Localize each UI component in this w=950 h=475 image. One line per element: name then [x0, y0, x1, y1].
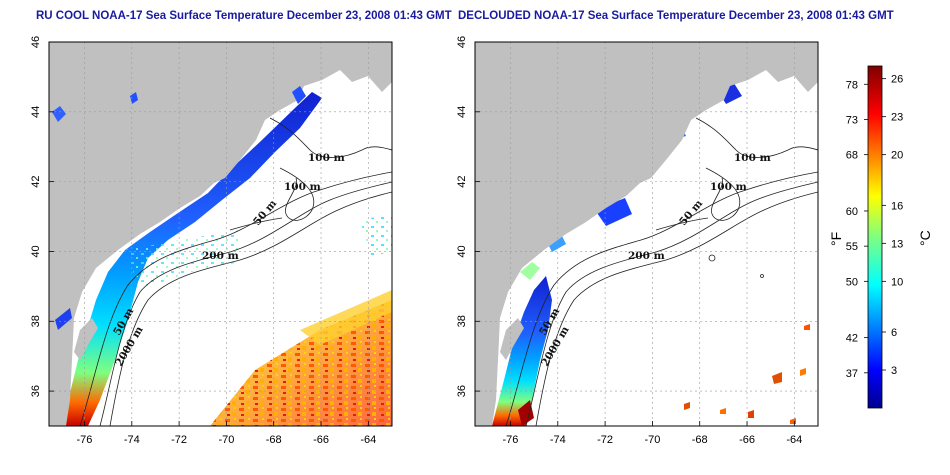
- colorbar-gradient: [867, 65, 883, 409]
- colorbar-celsius-label: °C: [917, 230, 933, 246]
- left-grid: [49, 41, 392, 426]
- right-contour-label-100m-north: 100 m: [734, 152, 771, 164]
- colorbar-f-tick-label: 50: [846, 276, 858, 288]
- colorbar-f-tick-label: 73: [846, 114, 858, 126]
- right-x-tick-label: -66: [739, 434, 755, 446]
- right-contour-label-200m: 200 m: [628, 250, 665, 262]
- right-x-tick-label: -68: [692, 434, 708, 446]
- left-contour-label-100m-north: 100 m: [308, 152, 345, 164]
- right-y-tick-label: 42: [456, 176, 468, 188]
- colorbar-c-tick-label: 16: [891, 200, 903, 212]
- left-y-tick-label: 38: [30, 315, 42, 327]
- right-frame: [474, 41, 819, 427]
- left-contour-label-100m-georges: 100 m: [284, 181, 321, 193]
- right-contour-label-100m-georges: 100 m: [710, 181, 747, 193]
- colorbar-f-tick-label: 60: [846, 206, 858, 218]
- colorbar-f-tick-label: 37: [846, 368, 858, 380]
- right-bathymetry-contours: [505, 117, 818, 426]
- colorbar-f-tick-label: 78: [846, 79, 858, 91]
- left-warm-offshore-data: [210, 290, 392, 426]
- left-x-tick-label: -74: [124, 434, 140, 446]
- left-x-tick-label: -64: [360, 434, 376, 446]
- colorbar-c-tick-label: 10: [891, 276, 903, 288]
- right-x-tick-label: -76: [503, 434, 519, 446]
- right-axis-ticks: -76 -74 -72 -70 -68 -66 -64 36 38 40 42 44 46: [456, 36, 802, 446]
- colorbar-fahrenheit-label: °F: [828, 232, 844, 246]
- right-x-tick-label: -64: [786, 434, 802, 446]
- colorbar-c-tick-label: 26: [891, 74, 903, 86]
- left-x-tick-label: -70: [218, 434, 234, 446]
- left-x-tick-label: -76: [77, 434, 93, 446]
- right-y-tick-label: 40: [456, 245, 468, 257]
- right-y-tick-label: 38: [456, 315, 468, 327]
- right-y-tick-label: 44: [456, 106, 468, 118]
- left-frame: [48, 41, 393, 427]
- left-contour-label-200m: 200 m: [202, 250, 239, 262]
- colorbar-c-tick-label: 3: [891, 365, 897, 377]
- colorbar-f-tick-label: 68: [846, 150, 858, 162]
- right-map-panel: 100 m 100 m 50 m 200 m 50 m 2000 m -76 -7…: [456, 36, 819, 446]
- left-bathymetry-contours: [79, 117, 392, 426]
- right-x-tick-label: -70: [644, 434, 660, 446]
- right-x-tick-label: -74: [550, 434, 566, 446]
- colorbar-c-tick-label: 13: [891, 238, 903, 250]
- left-y-tick-label: 46: [30, 36, 42, 48]
- left-land: [49, 42, 392, 426]
- right-panel-title: DECLOUDED NOAA-17 Sea Surface Temperatur…: [458, 10, 894, 22]
- left-x-tick-label: -72: [171, 434, 187, 446]
- left-y-tick-label: 40: [30, 245, 42, 257]
- colorbar-c-tick-label: 6: [891, 327, 897, 339]
- temperature-colorbar: 26 23 20 16 13 10 6 3 78 73 68 60 55 50 42 37 °F °C: [828, 65, 933, 409]
- left-y-tick-label: 36: [30, 385, 42, 397]
- left-x-tick-label: -68: [266, 434, 282, 446]
- left-y-tick-label: 44: [30, 106, 42, 118]
- left-x-tick-label: -66: [313, 434, 329, 446]
- colorbar-ticks: 26 23 20 16 13 10 6 3 78 73 68 60 55 50 42 37: [846, 74, 904, 380]
- colorbar-f-tick-label: 42: [846, 333, 858, 345]
- left-y-tick-label: 42: [30, 176, 42, 188]
- colorbar-c-tick-label: 20: [891, 150, 903, 162]
- left-map-panel: 100 m 100 m 50 m 200 m 50 m 2000 m -76 -7…: [30, 36, 393, 446]
- right-y-tick-label: 36: [456, 385, 468, 397]
- left-axis-ticks: -76 -74 -72 -70 -68 -66 -64 36 38 40 42 44 46: [30, 36, 376, 446]
- colorbar-f-tick-label: 55: [846, 241, 858, 253]
- right-land: [475, 42, 818, 426]
- right-x-tick-label: -72: [597, 434, 613, 446]
- left-coastal-sst: [62, 92, 322, 426]
- right-y-tick-label: 46: [456, 36, 468, 48]
- colorbar-c-tick-label: 23: [891, 112, 903, 124]
- left-panel-title: RU COOL NOAA-17 Sea Surface Temperature …: [36, 10, 452, 22]
